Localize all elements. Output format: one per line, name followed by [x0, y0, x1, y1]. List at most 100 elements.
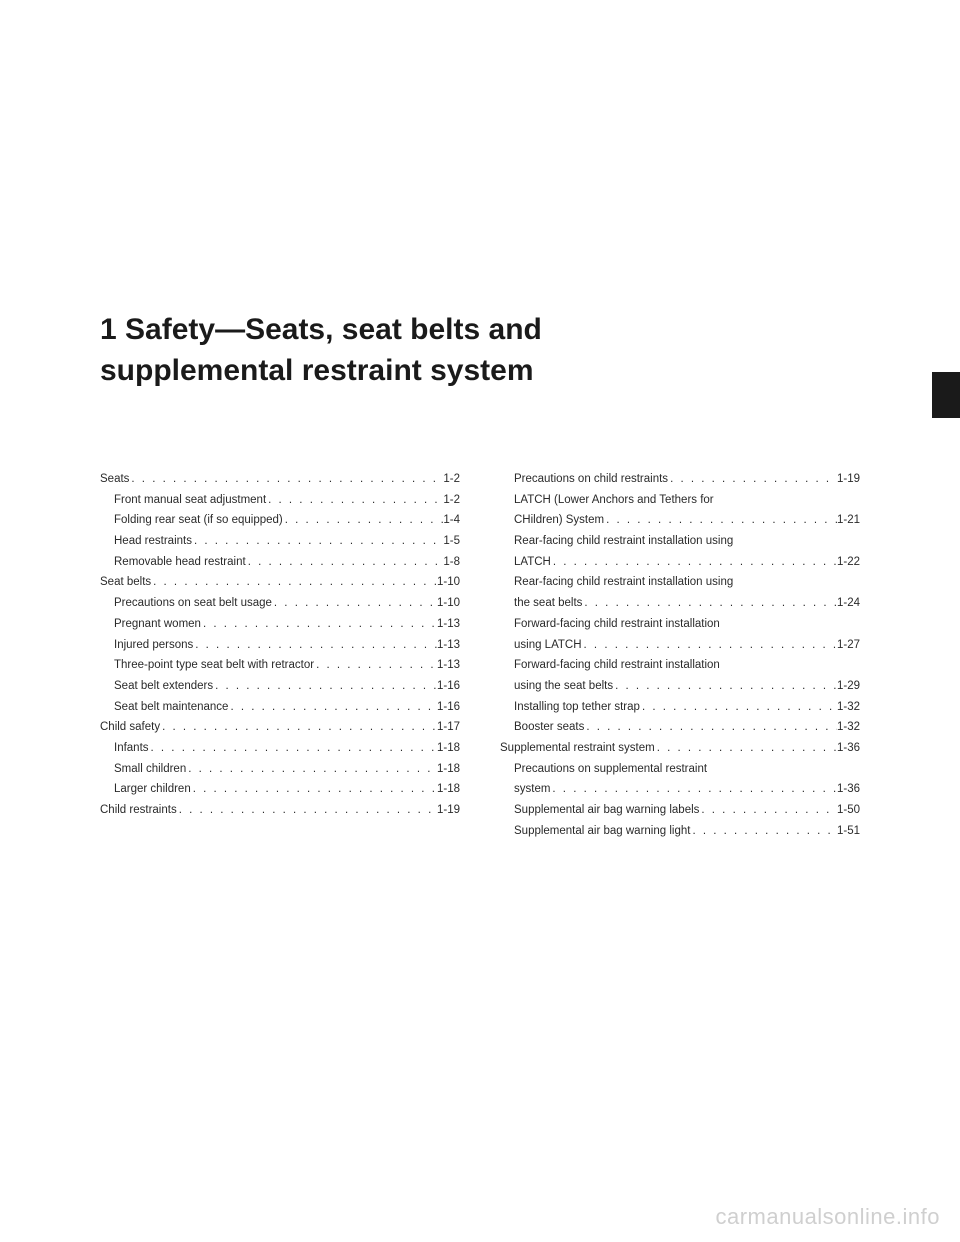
toc-line: Child safety 1-17	[100, 717, 460, 738]
toc-line: Three-point type seat belt with retracto…	[100, 655, 460, 676]
toc-dots	[228, 697, 437, 718]
toc-dots	[272, 593, 437, 614]
toc-dots	[640, 697, 837, 718]
toc-page: 1-18	[437, 779, 460, 800]
toc-label: Injured persons	[114, 635, 193, 656]
toc-label: Seats	[100, 469, 129, 490]
toc-column-left: Seats 1-2Front manual seat adjustment 1-2 F…	[100, 469, 460, 841]
toc-page: 1-10	[437, 593, 460, 614]
toc-label: Supplemental air bag warning labels	[514, 800, 699, 821]
toc-line: Injured persons1-13	[100, 635, 460, 656]
toc-dots	[314, 655, 437, 676]
toc-page: 1-24	[837, 593, 860, 614]
toc-page: 1-8	[443, 552, 460, 573]
toc-page: 1-5	[443, 531, 460, 552]
toc-dots	[149, 738, 437, 759]
toc-label: system	[514, 779, 550, 800]
toc-columns: Seats 1-2Front manual seat adjustment 1-2 F…	[100, 469, 860, 841]
toc-line: Rear-facing child restraint installation…	[500, 572, 860, 593]
toc-page: 1-32	[837, 697, 860, 718]
toc-line: Pregnant women1-13	[100, 614, 460, 635]
toc-dots	[186, 759, 437, 780]
toc-column-right: Precautions on child restraints1-19LATCH…	[500, 469, 860, 841]
toc-page: 1-18	[437, 738, 460, 759]
toc-dots	[129, 469, 443, 490]
toc-page: 1-32	[837, 717, 860, 738]
toc-dots	[655, 738, 837, 759]
toc-page: 1-16	[437, 676, 460, 697]
toc-line: using LATCH1-27	[500, 635, 860, 656]
toc-dots	[193, 635, 437, 656]
toc-label: Larger children	[114, 779, 191, 800]
toc-line: Precautions on child restraints1-19	[500, 469, 860, 490]
toc-dots	[550, 779, 837, 800]
toc-page: 1-50	[837, 800, 860, 821]
chapter-title: 1 Safety—Seats, seat belts and supplemen…	[100, 310, 860, 391]
toc-label: Installing top tether strap	[514, 697, 640, 718]
toc-dots	[266, 490, 443, 511]
toc-label: Supplemental air bag warning light	[514, 821, 690, 842]
toc-label: Precautions on supplemental restraint	[514, 759, 707, 780]
toc-dots	[160, 717, 437, 738]
toc-label: Seat belts	[100, 572, 151, 593]
toc-line: LATCH (Lower Anchors and Tethers for	[500, 490, 860, 511]
toc-line: Seat belts 1-10	[100, 572, 460, 593]
toc-dots	[151, 572, 437, 593]
toc-dots	[604, 510, 837, 531]
toc-label: Folding rear seat (if so equipped)	[114, 510, 283, 531]
toc-label: Rear-facing child restraint installation…	[514, 531, 733, 552]
toc-line: Larger children 1-18	[100, 779, 460, 800]
toc-label: Rear-facing child restraint installation…	[514, 572, 733, 593]
toc-dots	[582, 635, 837, 656]
toc-dots	[551, 552, 837, 573]
toc-line: Head restraints1-5	[100, 531, 460, 552]
toc-page: 1-4	[443, 510, 460, 531]
toc-label: Infants	[114, 738, 149, 759]
toc-dots	[584, 717, 837, 738]
toc-label: Seat belt maintenance	[114, 697, 228, 718]
toc-line: Supplemental air bag warning light 1-51	[500, 821, 860, 842]
toc-label: Seat belt extenders	[114, 676, 213, 697]
toc-dots	[177, 800, 437, 821]
toc-line: system1-36	[500, 779, 860, 800]
toc-page: 1-19	[437, 800, 460, 821]
toc-page: 1-29	[837, 676, 860, 697]
toc-dots	[699, 800, 837, 821]
toc-line: Supplemental restraint system1-36	[500, 738, 860, 759]
toc-label: CHildren) System	[514, 510, 604, 531]
toc-label: Small children	[114, 759, 186, 780]
toc-label: LATCH	[514, 552, 551, 573]
toc-page: 1-10	[437, 572, 460, 593]
toc-label: Forward-facing child restraint installat…	[514, 614, 720, 635]
toc-line: Folding rear seat (if so equipped) 1-4	[100, 510, 460, 531]
toc-page: 1-18	[437, 759, 460, 780]
toc-line: Rear-facing child restraint installation…	[500, 531, 860, 552]
toc-label: Front manual seat adjustment	[114, 490, 266, 511]
toc-dots	[191, 779, 437, 800]
toc-page: 1-17	[437, 717, 460, 738]
toc-line: Supplemental air bag warning labels 1-50	[500, 800, 860, 821]
toc-page: 1-19	[837, 469, 860, 490]
toc-line: Precautions on supplemental restraint	[500, 759, 860, 780]
toc-page: 1-13	[437, 614, 460, 635]
toc-label: Child restraints	[100, 800, 177, 821]
toc-label: Precautions on seat belt usage	[114, 593, 272, 614]
toc-line: using the seat belts1-29	[500, 676, 860, 697]
toc-label: Forward-facing child restraint installat…	[514, 655, 720, 676]
toc-page: 1-22	[837, 552, 860, 573]
toc-page: 1-51	[837, 821, 860, 842]
page-content: 1 Safety—Seats, seat belts and supplemen…	[0, 0, 960, 841]
toc-label: Child safety	[100, 717, 160, 738]
toc-line: Forward-facing child restraint installat…	[500, 614, 860, 635]
title-line-1: 1 Safety—Seats, seat belts and	[100, 313, 542, 346]
toc-dots	[201, 614, 437, 635]
toc-dots	[690, 821, 837, 842]
toc-dots	[283, 510, 444, 531]
toc-line: Child restraints 1-19	[100, 800, 460, 821]
toc-line: Seats 1-2	[100, 469, 460, 490]
toc-page: 1-2	[443, 469, 460, 490]
toc-label: Booster seats	[514, 717, 584, 738]
toc-line: Precautions on seat belt usage 1-10	[100, 593, 460, 614]
toc-line: LATCH 1-22	[500, 552, 860, 573]
toc-label: Removable head restraint	[114, 552, 246, 573]
